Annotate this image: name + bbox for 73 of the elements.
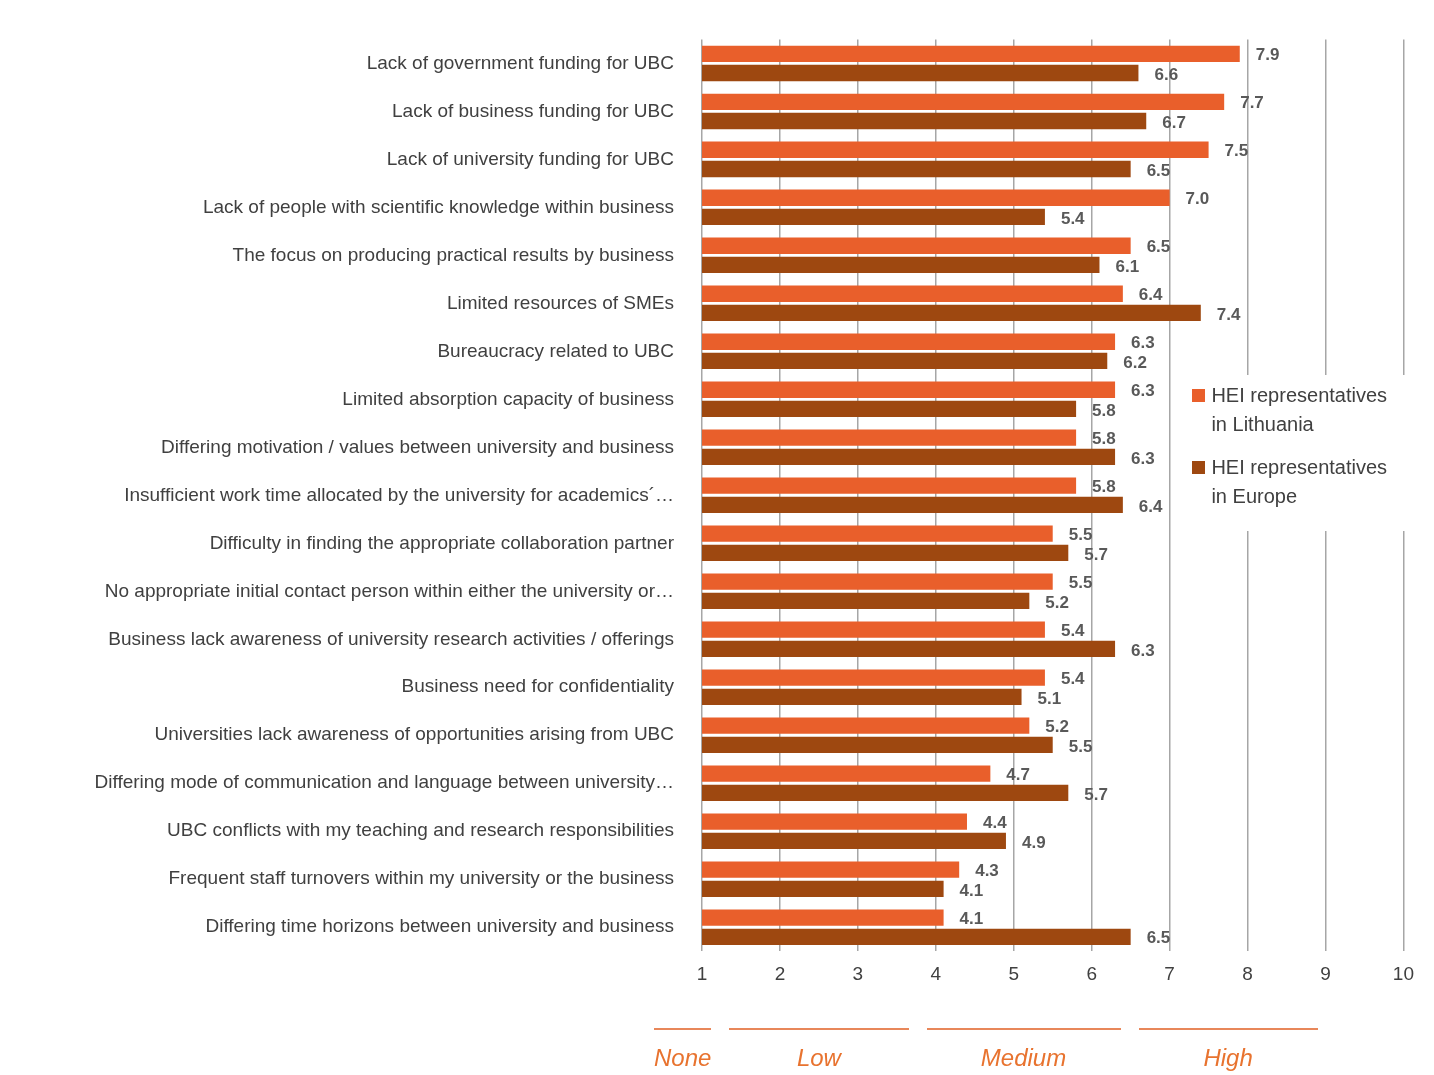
data-label: 5.5 — [1068, 525, 1093, 545]
data-label: 6.3 — [1131, 448, 1155, 468]
data-label: 5.1 — [1037, 688, 1062, 708]
data-label: 6.5 — [1146, 237, 1171, 257]
x-tick-label: 9 — [1320, 962, 1331, 984]
data-label: 6.3 — [1131, 640, 1155, 660]
x-tick-label: 10 — [1392, 962, 1414, 984]
data-label: 5.4 — [1060, 621, 1086, 641]
y-tick-label: Bureaucracy related to UBC — [437, 339, 674, 361]
x-tick-label: 5 — [1008, 962, 1020, 984]
data-label: 5.7 — [1084, 544, 1108, 564]
data-label: 6.4 — [1138, 496, 1164, 516]
y-tick-label: Difficulty in finding the appropriate collaboration partner — [209, 531, 675, 553]
y-tick-label: UBC conflicts with my teaching and research responsibilities — [167, 819, 674, 841]
text: Medium — [926, 1028, 1121, 1072]
x-tick-label: 4 — [930, 962, 942, 984]
data-label: 4.4 — [982, 813, 1008, 833]
y-tick-label: Differing motivation / values between university and business — [161, 435, 674, 457]
data-label: 6.3 — [1131, 381, 1155, 401]
y-tick-label: No appropriate initial contact person within either the university or… — [104, 579, 674, 601]
data-label: 5.2 — [1045, 592, 1069, 612]
y-tick-label: Limited resources of SMEs — [446, 291, 674, 313]
data-label: 5.8 — [1092, 477, 1116, 497]
x-tick-label: 7 — [1164, 962, 1175, 984]
y-tick-label: Lack of government funding for UBC — [366, 51, 674, 73]
y-tick-label: Business lack awareness of university research activities / offerings — [108, 627, 674, 649]
text: Low — [729, 1028, 909, 1072]
x-tick-label: 1 — [696, 962, 708, 984]
y-tick-label: Frequent staff turnovers within my university or the business — [168, 867, 674, 889]
data-label: 7.9 — [1255, 45, 1280, 65]
y-tick-label: Universities lack awareness of opportunities arising from UBC — [154, 723, 674, 745]
y-tick-label: Insufficient work time allocated by the university for academics´… — [124, 483, 674, 505]
y-tick-label: Limited absorption capacity of business — [342, 387, 674, 409]
y-tick-label: Differing time horizons between university and business — [205, 915, 674, 937]
data-label: 7.0 — [1185, 189, 1210, 209]
data-label: 6.7 — [1162, 112, 1186, 132]
data-label: 4.9 — [1021, 832, 1046, 852]
data-label: 6.1 — [1115, 256, 1140, 276]
text: None — [654, 1028, 712, 1072]
legend-label: HEI representatives in Lithuania — [1211, 383, 1389, 438]
data-label: 4.1 — [959, 909, 984, 929]
data-label: 6.2 — [1123, 352, 1147, 372]
data-label: 5.7 — [1084, 784, 1108, 804]
data-label: 6.3 — [1131, 333, 1155, 353]
y-tick-label: Lack of business funding for UBC — [392, 99, 674, 121]
data-label: 5.4 — [1060, 669, 1086, 689]
y-tick-label: The focus on producing practical results by business — [232, 243, 674, 265]
x-tick-label: 3 — [852, 962, 864, 984]
data-label: 7.5 — [1224, 141, 1249, 161]
data-label: 4.3 — [975, 861, 999, 881]
data-label: 6.4 — [1138, 285, 1164, 305]
data-label: 4.1 — [959, 880, 984, 900]
data-label: 7.7 — [1240, 93, 1264, 113]
y-tick-label: Lack of university funding for UBC — [386, 147, 674, 169]
data-label: 4.7 — [1006, 765, 1031, 785]
data-label: 5.2 — [1045, 717, 1069, 737]
data-label: 6.6 — [1154, 64, 1179, 84]
data-label: 5.8 — [1092, 429, 1116, 449]
data-label: 5.5 — [1068, 736, 1093, 756]
data-label: 5.4 — [1060, 208, 1086, 228]
data-label: 6.5 — [1146, 160, 1171, 180]
x-tick-label: 8 — [1242, 962, 1253, 984]
legend-label: HEI representatives in Europe — [1211, 455, 1389, 510]
y-tick-label: Lack of people with scientific knowledge within business — [202, 195, 674, 217]
x-tick-label: 6 — [1086, 962, 1097, 984]
data-label: 5.5 — [1068, 573, 1093, 593]
text: High — [1138, 1028, 1318, 1072]
data-label: 5.8 — [1092, 400, 1116, 420]
x-tick-label: 2 — [774, 962, 786, 984]
data-label: 6.5 — [1146, 928, 1171, 948]
y-tick-label: Business need for confidentiality — [401, 675, 675, 697]
data-label: 7.4 — [1216, 304, 1241, 324]
y-tick-label: Differing mode of communication and language between university… — [94, 771, 674, 793]
